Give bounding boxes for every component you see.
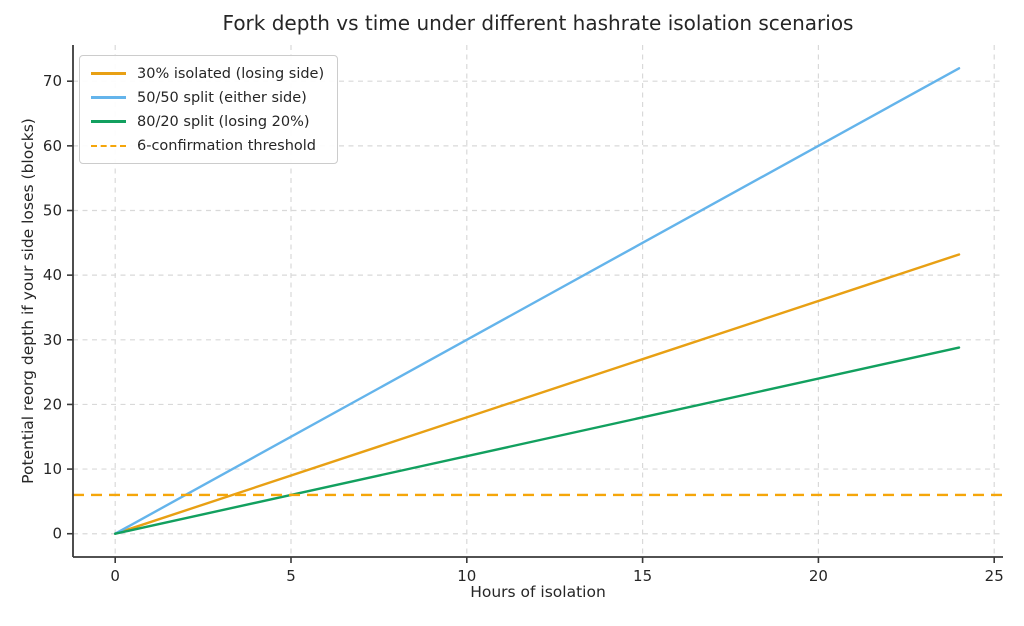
y-axis-label: Potential reorg depth if your side loses…	[19, 118, 37, 484]
legend-line-swatch-green	[91, 120, 126, 123]
legend-label: 6-confirmation threshold	[137, 137, 317, 154]
legend-label: 80/20 split (losing 20%)	[137, 113, 310, 130]
series-line	[113, 253, 961, 535]
legend-label: 30% isolated (losing side)	[137, 65, 325, 82]
legend-label: 50/50 split (either side)	[137, 89, 307, 106]
series-line	[113, 67, 961, 535]
x-tick-label: 10	[457, 567, 476, 585]
legend-item-80-20-split: 80/20 split (losing 20%)	[91, 112, 324, 131]
y-tick-label: 50	[43, 201, 62, 219]
y-tick-label: 70	[43, 72, 62, 90]
legend-line-swatch-blue	[91, 96, 126, 99]
x-tick-label: 5	[286, 567, 296, 585]
y-tick-label: 10	[43, 460, 62, 478]
y-tick-label: 60	[43, 137, 62, 155]
legend-dashed-swatch-orange	[91, 144, 126, 147]
series-line	[113, 346, 961, 535]
legend: 30% isolated (losing side) 50/50 split (…	[79, 55, 339, 164]
legend-item-30-isolated: 30% isolated (losing side)	[91, 64, 324, 83]
y-tick-label: 20	[43, 395, 62, 413]
chart-title: Fork depth vs time under different hashr…	[222, 11, 854, 35]
legend-item-50-50-split: 50/50 split (either side)	[91, 88, 324, 107]
x-tick-label: 15	[633, 567, 652, 585]
legend-line-swatch-orange	[91, 72, 126, 75]
x-tick-label: 25	[985, 567, 1004, 585]
y-tick-label: 0	[52, 525, 62, 543]
legend-item-confirmation-threshold: 6-confirmation threshold	[91, 136, 324, 155]
y-tick-label: 30	[43, 331, 62, 349]
x-tick-label: 0	[110, 567, 120, 585]
x-axis-label: Hours of isolation	[470, 583, 606, 601]
y-tick-label: 40	[43, 266, 62, 284]
x-tick-label: 20	[809, 567, 828, 585]
